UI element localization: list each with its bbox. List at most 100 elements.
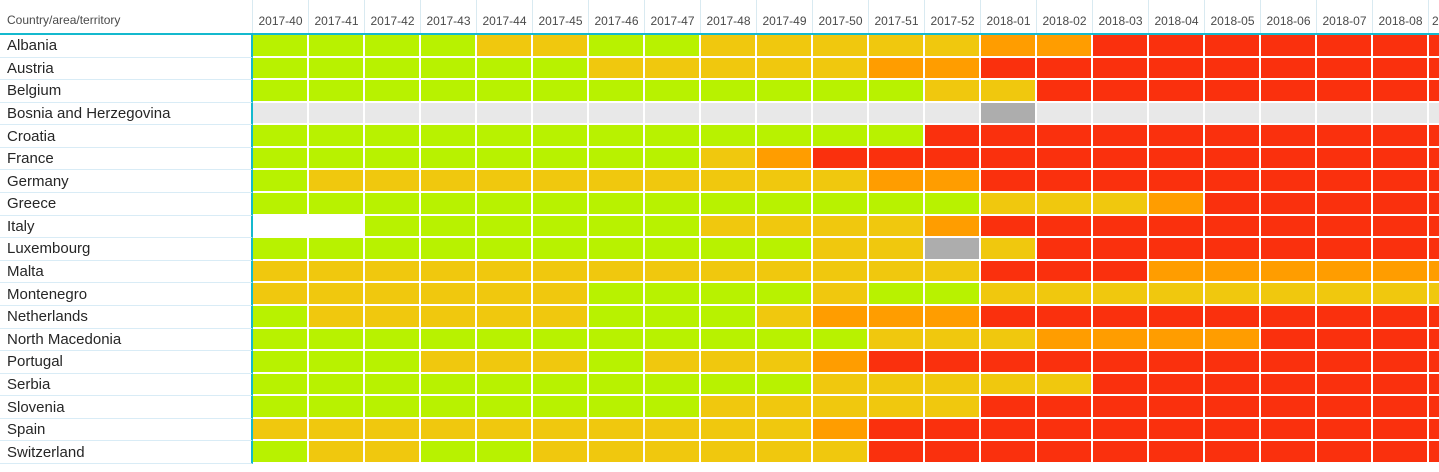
heatmap-cell[interactable] — [981, 328, 1037, 352]
heatmap-cell[interactable] — [533, 373, 589, 397]
heatmap-cell[interactable] — [1037, 283, 1093, 306]
heatmap-cell[interactable] — [1261, 57, 1317, 81]
heatmap-cell[interactable] — [757, 328, 813, 352]
heatmap-cell[interactable] — [589, 328, 645, 352]
heatmap-cell[interactable] — [1093, 193, 1149, 216]
column-header[interactable]: 2017-42 — [365, 0, 421, 33]
heatmap-cell[interactable] — [1149, 373, 1205, 397]
heatmap-cell[interactable] — [701, 396, 757, 419]
heatmap-cell[interactable] — [869, 328, 925, 352]
heatmap-cell[interactable] — [1261, 238, 1317, 261]
heatmap-cell[interactable] — [1261, 102, 1317, 126]
heatmap-cell[interactable] — [421, 373, 477, 397]
heatmap-cell[interactable] — [421, 238, 477, 261]
heatmap-cell[interactable] — [421, 193, 477, 216]
heatmap-cell[interactable] — [533, 80, 589, 103]
heatmap-cell[interactable] — [1261, 80, 1317, 103]
heatmap-cell[interactable] — [1317, 396, 1373, 419]
heatmap-cell[interactable] — [701, 193, 757, 216]
heatmap-cell[interactable] — [645, 193, 701, 216]
heatmap-cell[interactable] — [1093, 215, 1149, 239]
heatmap-cell[interactable] — [1205, 305, 1261, 329]
heatmap-cell[interactable] — [1037, 125, 1093, 148]
heatmap-cell[interactable] — [1373, 328, 1429, 352]
heatmap-cell[interactable] — [477, 125, 533, 148]
row-label[interactable]: France — [0, 147, 253, 171]
heatmap-cell[interactable] — [1373, 193, 1429, 216]
heatmap-cell[interactable] — [869, 283, 925, 306]
heatmap-cell[interactable] — [757, 35, 813, 58]
heatmap-cell[interactable] — [869, 193, 925, 216]
heatmap-cell[interactable] — [813, 215, 869, 239]
heatmap-cell[interactable] — [645, 328, 701, 352]
heatmap-cell[interactable] — [757, 351, 813, 374]
heatmap-cell[interactable] — [757, 260, 813, 284]
heatmap-cell[interactable] — [813, 305, 869, 329]
heatmap-cell[interactable] — [533, 328, 589, 352]
heatmap-cell[interactable] — [589, 147, 645, 171]
heatmap-cell[interactable] — [1261, 351, 1317, 374]
heatmap-cell[interactable] — [533, 215, 589, 239]
heatmap-cell[interactable] — [365, 147, 421, 171]
heatmap-cell[interactable] — [1261, 305, 1317, 329]
column-header[interactable]: 2018-08 — [1373, 0, 1429, 33]
heatmap-cell[interactable] — [869, 418, 925, 442]
heatmap-cell[interactable] — [1429, 57, 1439, 81]
heatmap-cell[interactable] — [1429, 305, 1439, 329]
heatmap-cell[interactable] — [757, 125, 813, 148]
heatmap-cell[interactable] — [533, 102, 589, 126]
heatmap-cell[interactable] — [309, 328, 365, 352]
heatmap-cell[interactable] — [253, 147, 309, 171]
heatmap-cell[interactable] — [421, 283, 477, 306]
heatmap-cell[interactable] — [477, 170, 533, 194]
heatmap-cell[interactable] — [1429, 215, 1439, 239]
heatmap-cell[interactable] — [813, 102, 869, 126]
heatmap-cell[interactable] — [701, 305, 757, 329]
heatmap-cell[interactable] — [1093, 147, 1149, 171]
heatmap-cell[interactable] — [1373, 441, 1429, 464]
heatmap-cell[interactable] — [253, 373, 309, 397]
heatmap-cell[interactable] — [645, 57, 701, 81]
heatmap-cell[interactable] — [1317, 305, 1373, 329]
heatmap-cell[interactable] — [981, 418, 1037, 442]
heatmap-cell[interactable] — [365, 80, 421, 103]
heatmap-cell[interactable] — [701, 418, 757, 442]
heatmap-cell[interactable] — [1093, 328, 1149, 352]
heatmap-cell[interactable] — [1149, 215, 1205, 239]
heatmap-cell[interactable] — [757, 396, 813, 419]
heatmap-cell[interactable] — [1317, 193, 1373, 216]
column-header[interactable]: 2018-07 — [1317, 0, 1373, 33]
heatmap-cell[interactable] — [533, 396, 589, 419]
heatmap-cell[interactable] — [253, 283, 309, 306]
heatmap-cell[interactable] — [1093, 238, 1149, 261]
heatmap-cell[interactable] — [365, 260, 421, 284]
heatmap-cell[interactable] — [1149, 193, 1205, 216]
column-header[interactable]: 2017-40 — [253, 0, 309, 33]
heatmap-cell[interactable] — [925, 283, 981, 306]
heatmap-cell[interactable] — [869, 57, 925, 81]
heatmap-cell[interactable] — [1037, 351, 1093, 374]
heatmap-cell[interactable] — [813, 283, 869, 306]
heatmap-cell[interactable] — [309, 35, 365, 58]
heatmap-cell[interactable] — [925, 351, 981, 374]
heatmap-cell[interactable] — [757, 441, 813, 464]
column-header[interactable]: 2017-48 — [701, 0, 757, 33]
heatmap-cell[interactable] — [589, 170, 645, 194]
heatmap-cell[interactable] — [813, 238, 869, 261]
heatmap-cell[interactable] — [1149, 328, 1205, 352]
heatmap-cell[interactable] — [757, 170, 813, 194]
heatmap-cell[interactable] — [701, 80, 757, 103]
heatmap-cell[interactable] — [869, 305, 925, 329]
heatmap-cell[interactable] — [1149, 35, 1205, 58]
heatmap-cell[interactable] — [869, 441, 925, 464]
heatmap-cell[interactable] — [813, 328, 869, 352]
heatmap-cell[interactable] — [309, 418, 365, 442]
heatmap-cell[interactable] — [925, 193, 981, 216]
heatmap-cell[interactable] — [645, 147, 701, 171]
heatmap-cell[interactable] — [1373, 418, 1429, 442]
heatmap-cell[interactable] — [701, 170, 757, 194]
heatmap-cell[interactable] — [981, 35, 1037, 58]
heatmap-cell[interactable] — [421, 396, 477, 419]
heatmap-cell[interactable] — [1373, 147, 1429, 171]
heatmap-cell[interactable] — [421, 328, 477, 352]
